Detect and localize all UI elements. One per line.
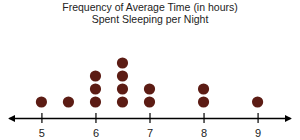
tick-label: 7 xyxy=(147,127,153,139)
tick-label: 9 xyxy=(255,127,261,139)
dot xyxy=(90,96,101,107)
dot xyxy=(36,96,47,107)
tick-mark xyxy=(95,113,96,123)
dot xyxy=(90,83,101,94)
tick: 5 xyxy=(39,113,45,139)
chart: Frequency of Average Time (in hours)Spen… xyxy=(0,0,300,140)
dot xyxy=(198,83,209,94)
tick: 7 xyxy=(147,113,153,139)
dot xyxy=(117,96,128,107)
tick: 8 xyxy=(201,113,207,139)
tick-label: 5 xyxy=(39,127,45,139)
tick-mark xyxy=(149,113,150,123)
tick-mark xyxy=(257,113,258,123)
dot xyxy=(117,70,128,81)
dot xyxy=(117,57,128,68)
title: Frequency of Average Time (in hours)Spen… xyxy=(62,1,237,25)
x-axis: 5 6 7 8 9 xyxy=(10,113,291,139)
dot xyxy=(198,96,209,107)
dot xyxy=(144,96,155,107)
tick-label: 8 xyxy=(201,127,207,139)
tick: 6 xyxy=(93,113,99,139)
dots xyxy=(36,57,263,107)
dot xyxy=(117,83,128,94)
dot xyxy=(90,70,101,81)
tick-label: 6 xyxy=(93,127,99,139)
title-line: Spent Sleeping per Night xyxy=(92,13,209,25)
tick-mark xyxy=(41,113,42,123)
dot xyxy=(252,96,263,107)
tick-mark xyxy=(203,113,204,123)
dot xyxy=(63,96,74,107)
tick: 9 xyxy=(255,113,261,139)
dot xyxy=(144,83,155,94)
title-line: Frequency of Average Time (in hours) xyxy=(62,1,237,13)
